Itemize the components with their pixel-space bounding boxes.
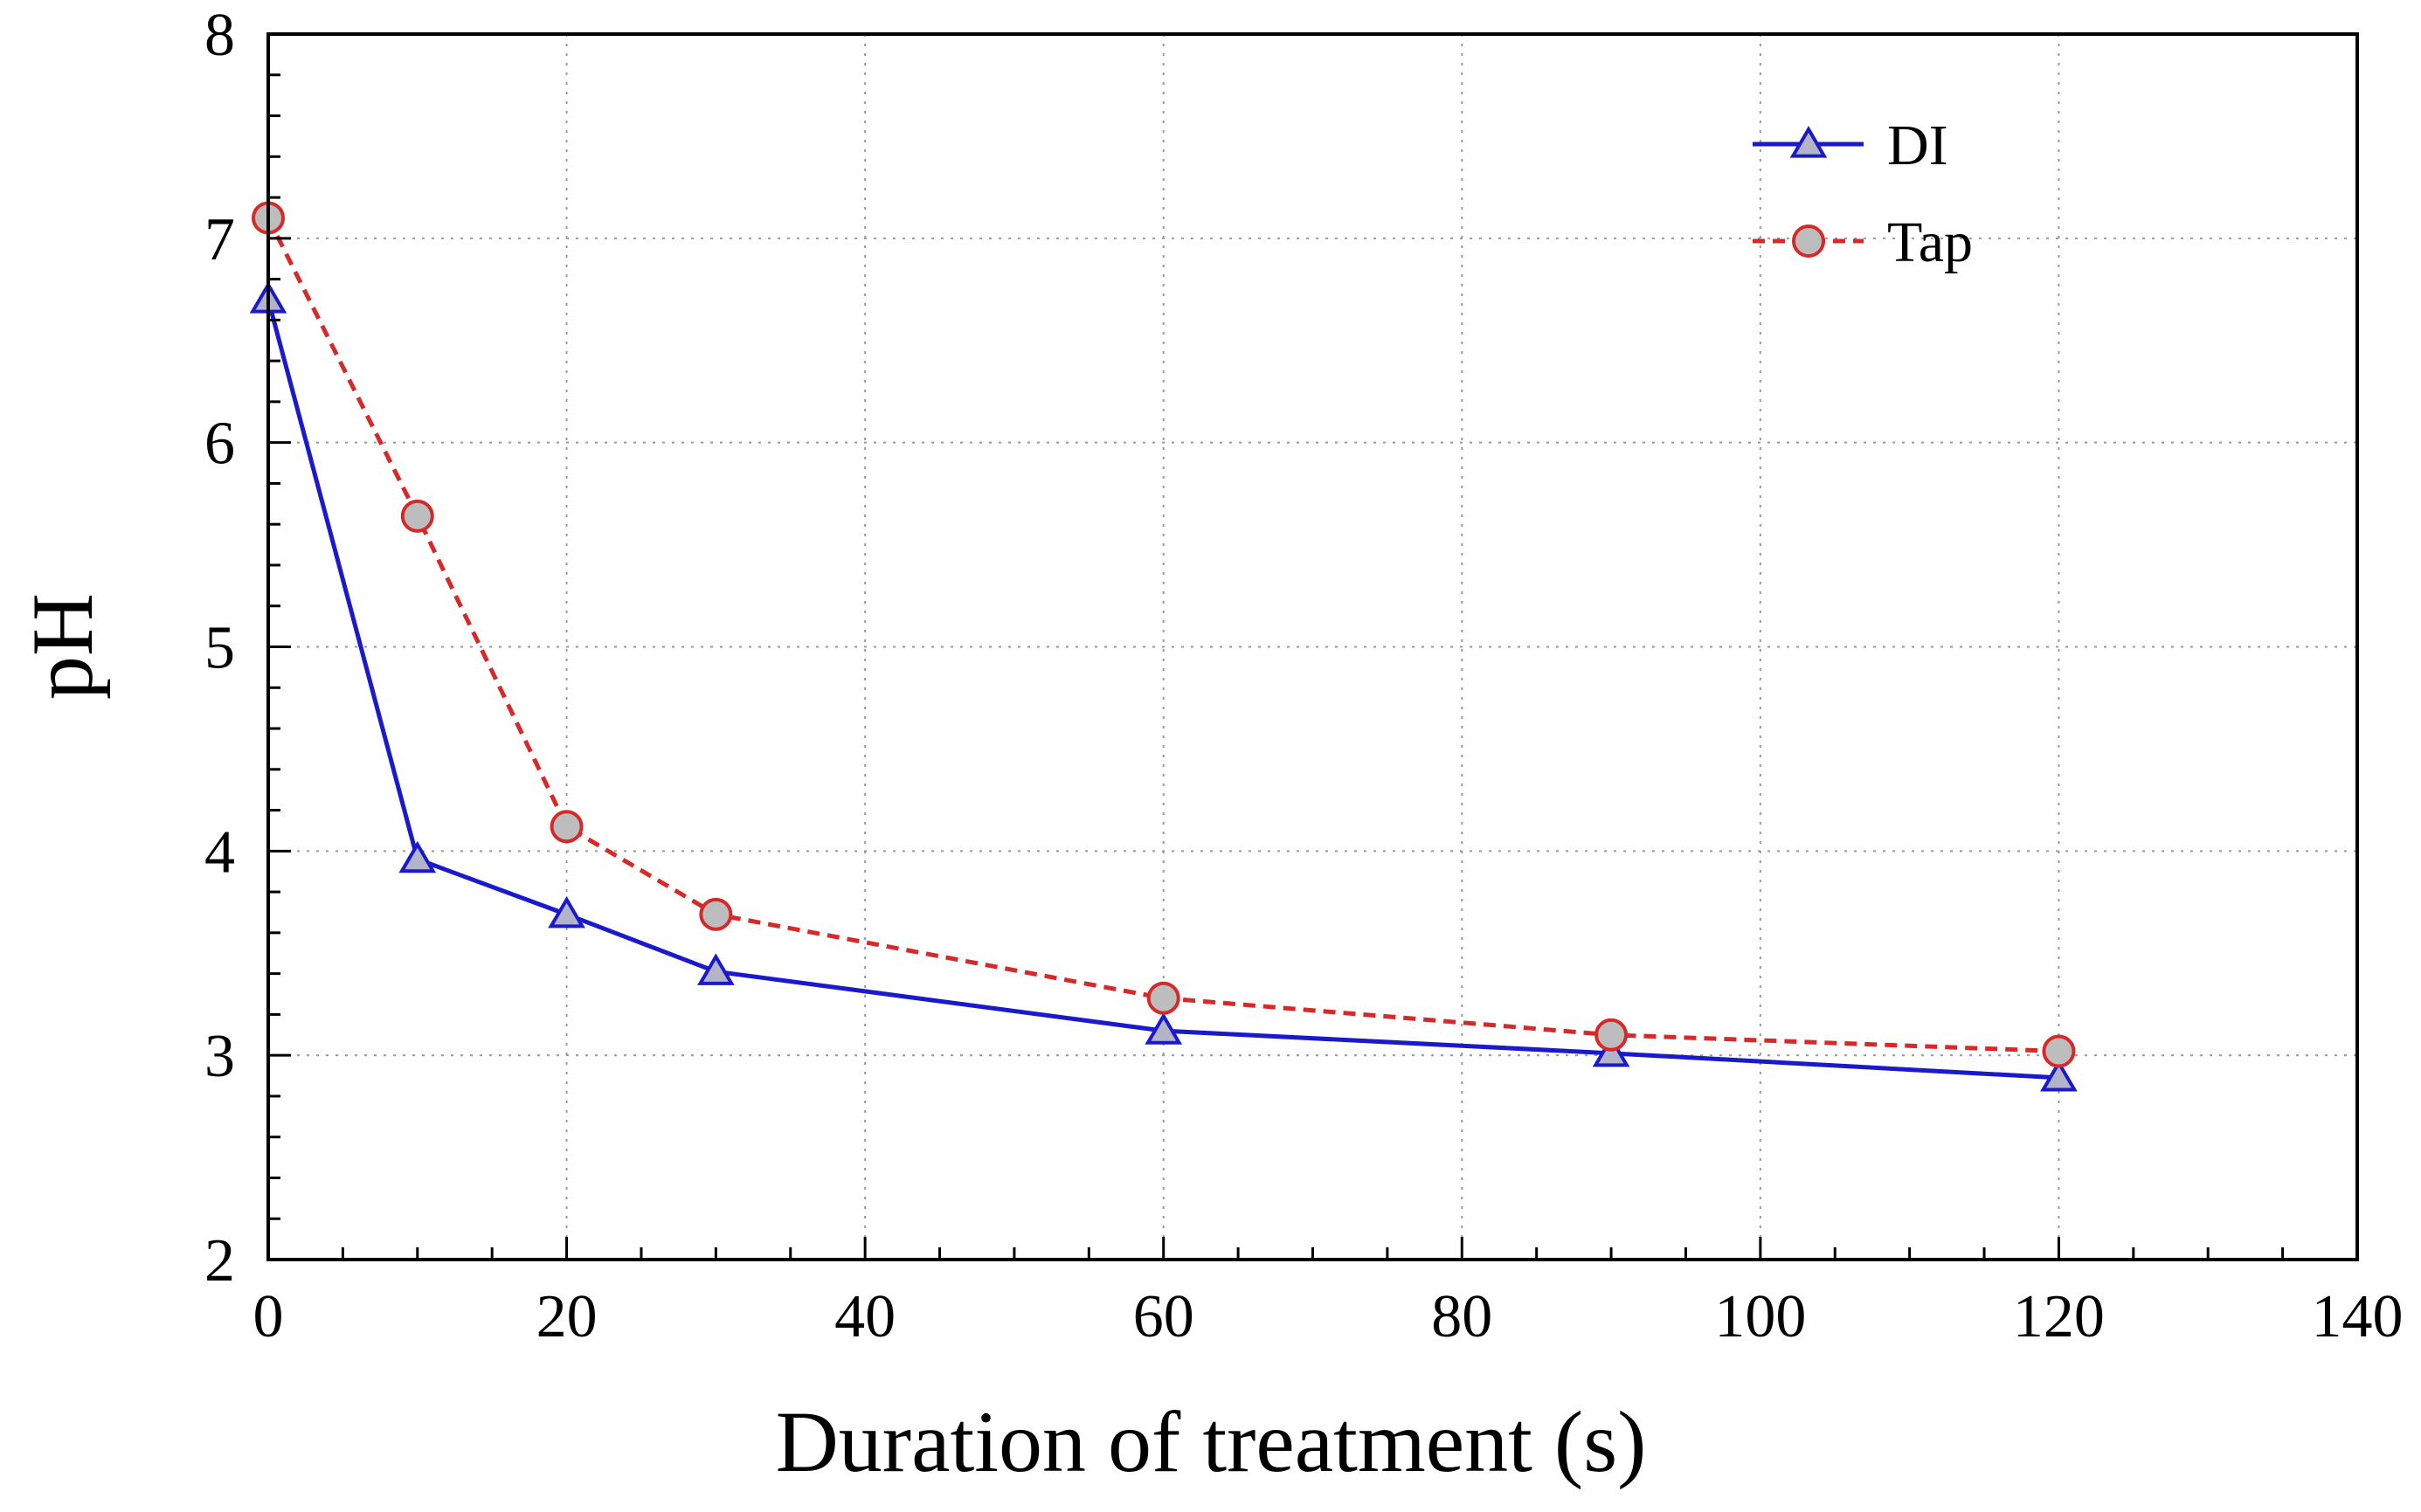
- axis-ticks: [266, 32, 2359, 1261]
- legend-item-di: DI: [1753, 114, 1948, 177]
- y-tick-label: 4: [204, 818, 235, 886]
- data-point-di: [697, 953, 735, 985]
- x-tick-label: 20: [536, 1283, 598, 1350]
- y-tick-label: 7: [204, 206, 235, 273]
- legend: DI Tap: [1753, 114, 1973, 274]
- x-tick-label: 0: [253, 1283, 284, 1350]
- legend-label-di: DI: [1887, 114, 1948, 177]
- x-tick-label: 60: [1133, 1283, 1194, 1350]
- data-point-tap: [1594, 1018, 1629, 1052]
- series-lines: [249, 201, 2078, 1092]
- data-point-di: [398, 840, 437, 873]
- y-tick-label: 2: [204, 1227, 235, 1295]
- x-tick-label: 140: [2312, 1283, 2404, 1350]
- data-point-tap: [699, 897, 733, 931]
- x-tick-label: 80: [1431, 1283, 1492, 1350]
- grid-lines: [268, 34, 2357, 1260]
- data-point-di: [2040, 1059, 2078, 1092]
- series-tap: [252, 201, 2076, 1068]
- x-tick-label: 40: [834, 1283, 896, 1350]
- x-tick-label: 100: [1714, 1283, 1806, 1350]
- legend-marker-tap: [1792, 224, 1825, 258]
- legend-item-tap: Tap: [1753, 211, 1973, 274]
- series-di: [249, 281, 2078, 1092]
- x-axis-title: Duration of treatment (s): [776, 1393, 1647, 1490]
- data-point-di: [1592, 1034, 1630, 1067]
- legend-label-tap: Tap: [1887, 211, 1973, 274]
- tick-labels: 0 20 40 60 80 100 120 140 2 3 4 5 6 7 8: [204, 2, 2404, 1350]
- y-tick-label: 8: [204, 2, 235, 69]
- legend-marker-di: [1789, 126, 1828, 158]
- y-tick-label: 6: [204, 411, 235, 478]
- data-point-tap: [2042, 1034, 2076, 1068]
- data-point-di: [548, 895, 585, 929]
- data-point-tap: [1146, 981, 1180, 1015]
- data-point-tap: [550, 810, 584, 844]
- y-axis-title: pH: [14, 593, 111, 700]
- y-tick-label: 3: [204, 1023, 235, 1090]
- data-point-di: [1145, 1012, 1183, 1045]
- x-tick-label: 120: [2013, 1283, 2105, 1350]
- data-point-tap: [400, 499, 434, 533]
- y-tick-label: 5: [204, 615, 235, 682]
